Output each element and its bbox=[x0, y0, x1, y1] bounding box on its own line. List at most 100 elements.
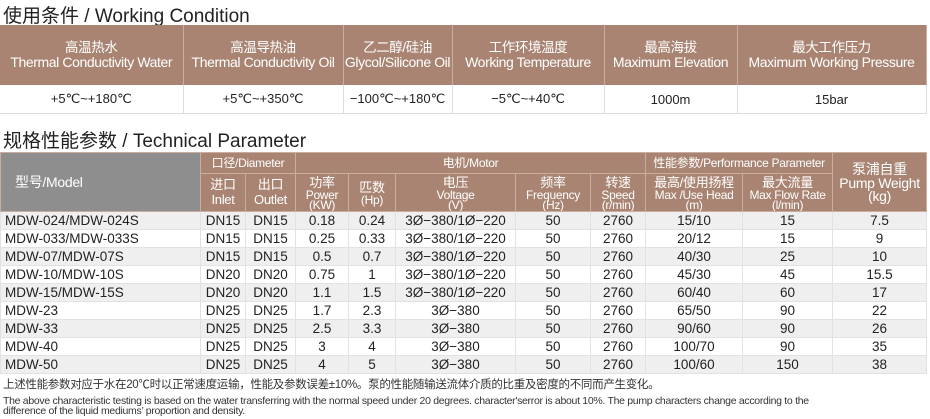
column-header-cn: 出口 bbox=[257, 177, 284, 192]
value-cell: 9 bbox=[832, 229, 928, 248]
technical-parameter-title: 规格性能参数 / Technical Parameter bbox=[3, 131, 307, 152]
value-cell: 0.33 bbox=[348, 229, 396, 248]
value-cell: 100/60 bbox=[645, 355, 744, 374]
column-header-unit: (r/min) bbox=[601, 197, 635, 212]
working-condition-table: 高温热水 Thermal Conductivity Water 高温导热油 Therm… bbox=[0, 25, 927, 114]
value-cell: DN25 bbox=[200, 337, 246, 356]
value-cell: 1.5 bbox=[348, 283, 396, 302]
model-cell: MDW-07/MDW-07S bbox=[0, 247, 201, 266]
value-cell: DN15 bbox=[200, 229, 246, 248]
column-header-cn: 功率 bbox=[309, 174, 335, 190]
value-cell: 3Ø−380/1Ø−220 bbox=[395, 265, 516, 284]
value-cell: 2.3 bbox=[348, 301, 396, 320]
value-cell: 3 bbox=[295, 337, 349, 356]
condition-header-en: Glycol/Silicone Oil bbox=[344, 54, 451, 70]
condition-header-cn: 最高海拔 bbox=[644, 40, 697, 55]
value-cell: 45 bbox=[742, 265, 834, 284]
column-header-en: Voltage bbox=[436, 187, 475, 202]
condition-header-en: Maximum Working Pressure bbox=[748, 54, 915, 70]
condition-header-en: Thermal Conductivity Oil bbox=[191, 54, 335, 70]
value-cell: 50 bbox=[515, 301, 591, 320]
column-header-en: Power bbox=[305, 187, 339, 202]
value-cell: DN25 bbox=[245, 355, 296, 374]
column-header: 最高/使用扬程 Max /Use Head (m) bbox=[645, 173, 744, 212]
model-cell: MDW-50 bbox=[0, 355, 201, 374]
table-row: MDW-33 DN25 DN25 2.5 3.3 3Ø−380 50 2760 90/60 90 2… bbox=[0, 319, 928, 338]
model-cell: MDW-15/MDW-15S bbox=[0, 283, 201, 302]
value-cell: 2760 bbox=[589, 355, 647, 374]
diameter-header: 口径/Diameter bbox=[200, 152, 296, 174]
model-cell: MDW-33 bbox=[0, 319, 201, 338]
condition-header: 高温导热油 Thermal Conductivity Oil bbox=[183, 25, 344, 85]
value-cell: 15.5 bbox=[832, 265, 928, 284]
technical-parameter-table: 型号/Model 口径/Diameter 电机/Motor 性能参数/Perfo… bbox=[0, 152, 928, 374]
value-cell: DN25 bbox=[245, 337, 296, 356]
value-cell: 3Ø−380 bbox=[395, 355, 516, 374]
value-cell: DN25 bbox=[200, 301, 246, 320]
condition-header-cn: 高温热水 bbox=[65, 40, 118, 55]
table-row: MDW-07/MDW-07S DN15 DN15 0.5 0.7 3Ø−380/1Ø−22… bbox=[0, 247, 928, 266]
value-cell: 0.24 bbox=[348, 211, 396, 230]
column-header-en: Inlet bbox=[211, 192, 235, 207]
value-cell: 0.25 bbox=[295, 229, 349, 248]
value-cell: 2760 bbox=[589, 319, 647, 338]
table-row: MDW-033/MDW-033S DN15 DN15 0.25 0.33 3Ø−380/1… bbox=[0, 229, 928, 248]
table-row: MDW-024/MDW-024S DN15 DN15 0.18 0.24 3Ø−380/1… bbox=[0, 211, 928, 230]
value-cell: 3Ø−380/1Ø−220 bbox=[395, 283, 516, 302]
value-cell: DN25 bbox=[245, 319, 296, 338]
value-cell: 4 bbox=[295, 355, 349, 374]
value-cell: 3Ø−380/1Ø−220 bbox=[395, 211, 516, 230]
value-cell: DN15 bbox=[200, 211, 246, 230]
value-cell: 1.7 bbox=[295, 301, 349, 320]
column-header-cn: 转速 bbox=[605, 174, 631, 190]
value-cell: 2760 bbox=[589, 283, 647, 302]
condition-value: +5℃~+350℃ bbox=[183, 85, 344, 114]
value-cell: 15 bbox=[742, 229, 834, 248]
note-en-2: difference of the liquid mediums’ propor… bbox=[3, 405, 245, 417]
condition-header-cn: 高温导热油 bbox=[230, 40, 296, 55]
condition-header-cn: 乙二醇/硅油 bbox=[363, 40, 432, 55]
value-cell: 90/60 bbox=[645, 319, 744, 338]
column-header-en: Outlet bbox=[254, 192, 287, 207]
condition-value: −5℃~+40℃ bbox=[452, 85, 605, 114]
column-header: 频率 Frequency (Hz) bbox=[515, 173, 591, 212]
motor-header: 电机/Motor bbox=[294, 152, 647, 174]
value-cell: 60 bbox=[742, 283, 834, 302]
value-cell: 7.5 bbox=[832, 211, 928, 230]
pump-weight-header: 泵浦自重 Pump Weight (kg) bbox=[832, 152, 928, 212]
condition-header: 最高海拔 Maximum Elevation bbox=[604, 25, 738, 85]
value-cell: 2760 bbox=[589, 211, 647, 230]
column-header-unit: (Hz) bbox=[542, 197, 564, 212]
value-cell: DN20 bbox=[200, 265, 246, 284]
value-cell: 40/30 bbox=[645, 247, 744, 266]
column-header-unit: (KW) bbox=[308, 197, 336, 212]
value-cell: 1.1 bbox=[295, 283, 349, 302]
value-cell: 100/70 bbox=[645, 337, 744, 356]
column-header: 进口 Inlet bbox=[200, 173, 246, 212]
column-header-cn: 最高/使用扬程 bbox=[654, 174, 734, 190]
column-header-cn: 最大流量 bbox=[762, 174, 813, 190]
model-cell: MDW-40 bbox=[0, 337, 201, 356]
value-cell: DN15 bbox=[245, 211, 296, 230]
note-en-1: The above characteristic testing is base… bbox=[3, 395, 809, 407]
value-cell: 90 bbox=[742, 319, 834, 338]
table-row: MDW-10/MDW-10S DN20 DN20 0.75 1 3Ø−380/1Ø−220… bbox=[0, 265, 928, 284]
value-cell: 2760 bbox=[589, 337, 647, 356]
value-cell: DN25 bbox=[200, 319, 246, 338]
value-cell: 17 bbox=[832, 283, 928, 302]
value-cell: 3Ø−380 bbox=[395, 337, 516, 356]
condition-value: +5℃~+180℃ bbox=[0, 85, 184, 114]
condition-header: 工作环境温度 Working Temperature bbox=[452, 25, 605, 85]
value-cell: 50 bbox=[515, 265, 591, 284]
column-header-en: Max /Use Head bbox=[654, 187, 734, 202]
value-cell: 50 bbox=[515, 211, 591, 230]
value-cell: 15 bbox=[742, 211, 834, 230]
value-cell: 65/50 bbox=[645, 301, 744, 320]
model-header: 型号/Model bbox=[0, 152, 201, 212]
value-cell: 2760 bbox=[589, 247, 647, 266]
value-cell: 0.5 bbox=[295, 247, 349, 266]
table-row: MDW-50 DN25 DN25 4 5 3Ø−380 50 2760 100/60 150 38 bbox=[0, 355, 928, 374]
column-header-en: Speed bbox=[601, 187, 635, 202]
condition-value: −100℃~+180℃ bbox=[343, 85, 453, 114]
value-cell: 26 bbox=[832, 319, 928, 338]
